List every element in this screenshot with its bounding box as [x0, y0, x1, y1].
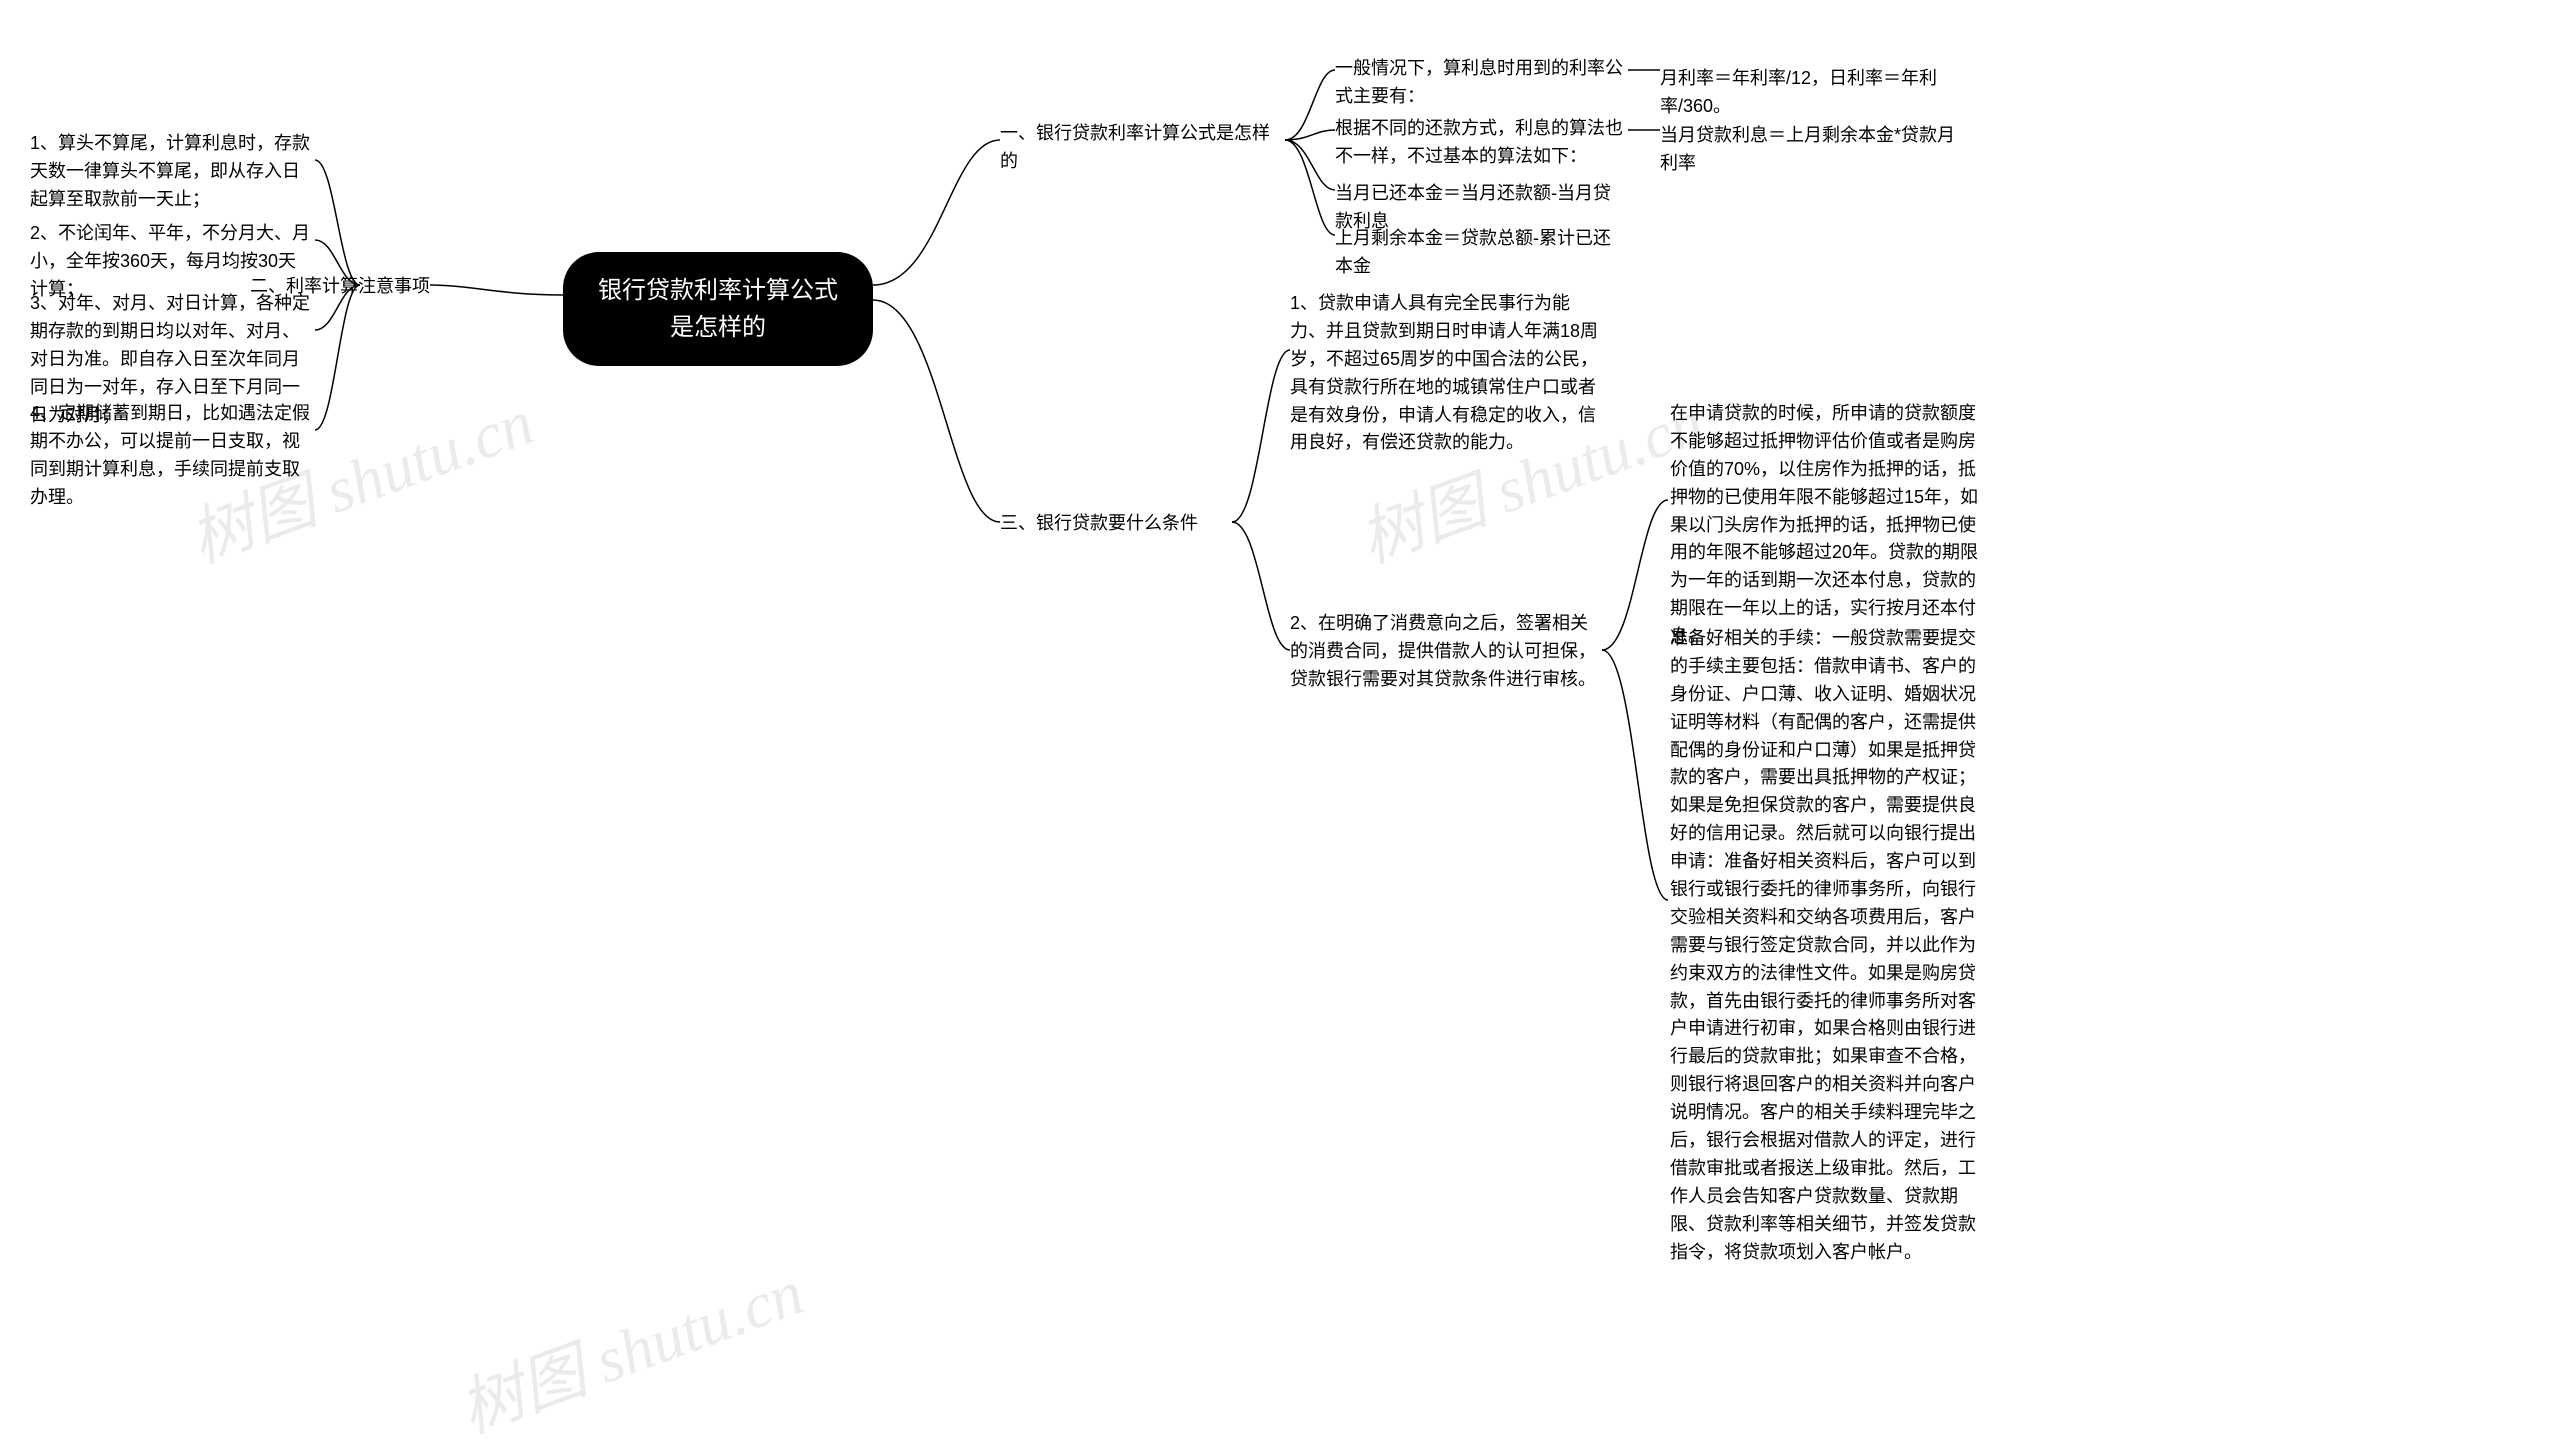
mindmap-canvas: 银行贷款利率计算公式是怎样的 二、利率计算注意事项 1、算头不算尾，计算利息时，… [0, 0, 2560, 1369]
branch-1-item-2-sub: 当月贷款利息＝上月剩余本金*贷款月利率 [1660, 122, 1960, 178]
branch-3-item-2-sub-2: 准备好相关的手续：一般贷款需要提交的手续主要包括：借款申请书、客户的身份证、户口… [1670, 625, 1990, 1266]
root-node: 银行贷款利率计算公式是怎样的 [563, 252, 873, 366]
connector-lines [0, 0, 2560, 1369]
branch-2-item-4: 4、定期储蓄到期日，比如遇法定假期不办公，可以提前一日支取，视同到期计算利息，手… [30, 400, 310, 512]
branch-3-item-1: 1、贷款申请人具有完全民事行为能力、并且贷款到期日时申请人年满18周岁，不超过6… [1290, 290, 1600, 457]
branch-3-item-2-sub-1: 在申请贷款的时候，所申请的贷款额度不能够超过抵押物评估价值或者是购房价值的70%… [1670, 400, 1990, 651]
branch-2-item-1: 1、算头不算尾，计算利息时，存款天数一律算头不算尾，即从存入日起算至取款前一天止… [30, 130, 310, 214]
branch-1-item-2: 根据不同的还款方式，利息的算法也不一样，不过基本的算法如下： [1335, 115, 1625, 171]
branch-1-item-1-sub: 月利率＝年利率/12，日利率＝年利率/360。 [1660, 65, 1960, 121]
branch-3-item-2: 2、在明确了消费意向之后，签署相关的消费合同，提供借款人的认可担保，贷款银行需要… [1290, 610, 1600, 694]
branch-1-item-4: 上月剩余本金＝贷款总额-累计已还本金 [1335, 225, 1625, 281]
branch-1-label: 一、银行贷款利率计算公式是怎样的 [1000, 120, 1280, 176]
watermark-3: 树图 shutu.cn [445, 1241, 814, 1450]
branch-3-label: 三、银行贷款要什么条件 [1000, 510, 1230, 538]
branch-1-item-1: 一般情况下，算利息时用到的利率公式主要有： [1335, 55, 1625, 111]
